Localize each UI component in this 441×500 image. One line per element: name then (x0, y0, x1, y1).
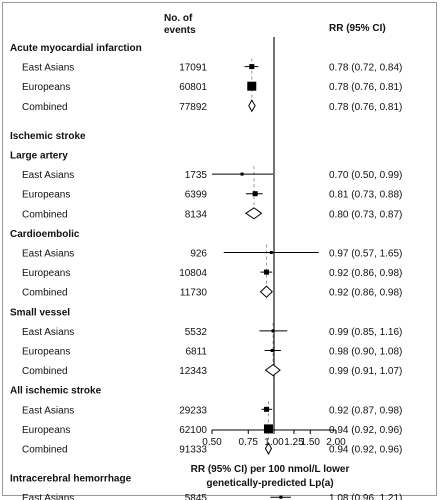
event-count: 926 (190, 249, 207, 260)
x-axis-tick-label: 1.50 (301, 437, 321, 448)
section-heading: All ischemic stroke (10, 386, 102, 397)
point-estimate-square (270, 349, 274, 352)
rr-ci-text: 0.92 (0.86, 0.98) (329, 288, 402, 299)
pooled-estimate-diamond (264, 363, 281, 377)
point-estimate-square (240, 172, 244, 176)
point-estimate-square (252, 191, 258, 197)
point-estimate-square (271, 329, 275, 333)
rr-ci-text: 0.99 (0.91, 1.07) (329, 366, 402, 377)
point-estimate-square (249, 64, 255, 70)
x-axis-tick-label: 1.00 (264, 437, 284, 448)
section-heading: Intracerebral hemorrhage (10, 474, 132, 485)
pooled-estimate-diamond (264, 441, 273, 456)
section-heading: Ischemic stroke (10, 131, 86, 142)
point-estimate-square (269, 251, 273, 254)
rr-ci-text: 0.94 (0.92, 0.96) (329, 425, 402, 436)
point-estimate-square (247, 81, 257, 91)
events-header-line1: No. of (164, 13, 193, 24)
event-count: 5845 (185, 493, 208, 500)
x-axis-tick-label: 2.00 (326, 437, 346, 448)
pooled-estimate-diamond (244, 207, 263, 220)
event-count: 91333 (179, 445, 207, 456)
rr-header: RR (95% CI) (329, 23, 386, 34)
study-row-label: Europeans (22, 82, 70, 93)
rr-ci-text: 0.92 (0.87, 0.98) (329, 405, 402, 416)
event-count: 62100 (179, 425, 207, 436)
event-count: 1735 (185, 170, 208, 181)
study-row-label: East Asians (22, 249, 74, 260)
combined-row-label: Combined (22, 209, 68, 220)
section-heading: Acute myocardial infarction (10, 43, 142, 54)
rr-ci-text: 0.97 (0.57, 1.65) (329, 249, 402, 260)
event-count: 5532 (185, 327, 208, 338)
rr-ci-text: 0.99 (0.85, 1.16) (329, 327, 402, 338)
rr-ci-text: 0.98 (0.90, 1.08) (329, 347, 402, 358)
events-header-line2: events (164, 25, 196, 36)
pooled-estimate-diamond (259, 285, 273, 298)
section-heading: Small vessel (10, 307, 70, 318)
point-estimate-square (279, 495, 283, 499)
study-row-label: Europeans (22, 425, 70, 436)
figure-frame (2, 2, 437, 496)
study-row-label: East Asians (22, 63, 74, 74)
rr-ci-text: 1.08 (0.96, 1.21) (329, 493, 402, 500)
point-estimate-square (264, 406, 270, 412)
point-estimate-square (263, 424, 273, 434)
x-axis-label-line1: RR (95% CI) per 100 nmol/L lower (191, 464, 350, 475)
x-axis-label-line2: genetically-predicted Lp(a) (206, 478, 333, 489)
event-count: 77892 (179, 102, 207, 113)
x-axis-tick-label: 0.75 (239, 437, 259, 448)
event-count: 11730 (180, 288, 208, 299)
study-row-label: East Asians (22, 493, 74, 500)
event-count: 6811 (185, 347, 207, 358)
section-heading: Large artery (10, 151, 68, 162)
rr-ci-text: 0.78 (0.76, 0.81) (329, 82, 402, 93)
event-count: 12343 (179, 366, 207, 377)
study-row-label: East Asians (22, 405, 74, 416)
rr-ci-text: 0.92 (0.86, 0.98) (329, 268, 402, 279)
event-count: 17091 (179, 63, 207, 74)
combined-row-label: Combined (22, 445, 68, 456)
rr-ci-text: 0.70 (0.50, 0.99) (329, 170, 402, 181)
event-count: 29233 (179, 405, 207, 416)
combined-row-label: Combined (22, 366, 68, 377)
study-row-label: Europeans (22, 190, 70, 201)
event-count: 8134 (185, 209, 208, 220)
section-heading: Cardioembolic (10, 229, 80, 240)
x-axis-tick-label: 1.25 (284, 437, 304, 448)
rr-ci-text: 0.78 (0.72, 0.84) (329, 63, 402, 74)
event-count: 10804 (179, 268, 207, 279)
point-estimate-square (264, 269, 270, 275)
rr-ci-text: 0.81 (0.73, 0.88) (329, 190, 402, 201)
pooled-estimate-diamond (248, 99, 256, 113)
combined-row-label: Combined (22, 102, 68, 113)
rr-ci-text: 0.80 (0.73, 0.87) (329, 209, 402, 220)
study-row-label: Europeans (22, 347, 70, 358)
study-row-label: Europeans (22, 268, 70, 279)
study-row-label: East Asians (22, 327, 74, 338)
rr-ci-text: 0.94 (0.92, 0.96) (329, 445, 402, 456)
study-row-label: East Asians (22, 170, 74, 181)
event-count: 60801 (179, 82, 207, 93)
event-count: 6399 (185, 190, 208, 201)
combined-row-label: Combined (22, 288, 68, 299)
x-axis-tick-label: 0.50 (202, 437, 222, 448)
rr-ci-text: 0.78 (0.76, 0.81) (329, 102, 402, 113)
